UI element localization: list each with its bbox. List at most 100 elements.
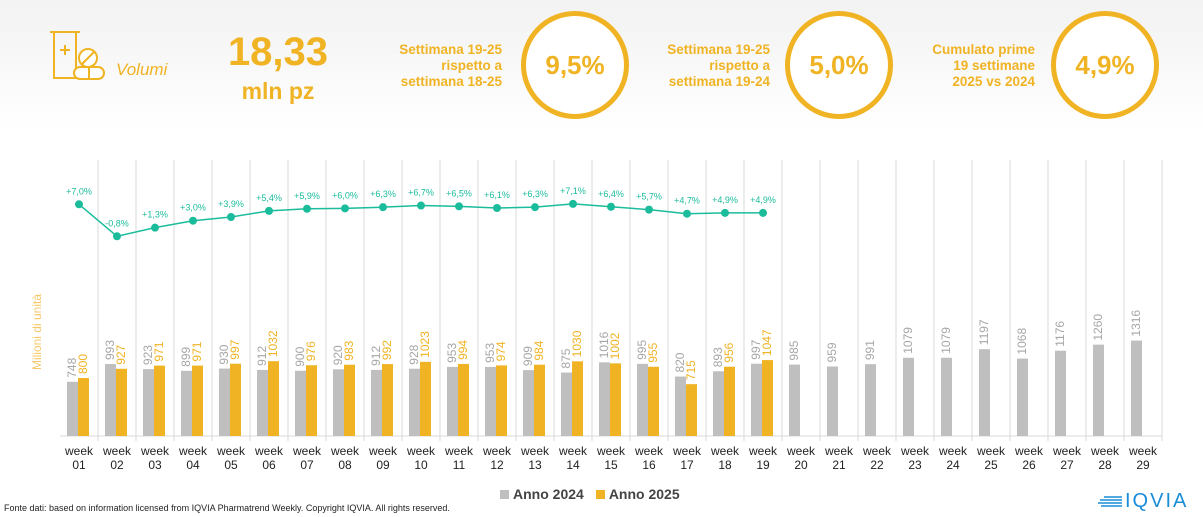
- x-tick-label: 15: [604, 458, 618, 472]
- x-tick-label: week: [406, 444, 436, 458]
- comparison-line: Settimana 19-25: [667, 42, 770, 57]
- bar-value-label: 992: [380, 340, 394, 360]
- growth-point: [645, 205, 653, 214]
- growth-label: +4,9%: [750, 195, 776, 205]
- bar-value-label: 923: [141, 345, 155, 365]
- x-tick-label: week: [1090, 444, 1120, 458]
- comparison-line: settimana 19-24: [668, 74, 770, 89]
- bar-value-label: 955: [646, 342, 660, 362]
- comparison-line: Cumulato prime: [932, 42, 1035, 57]
- bar-2024: [409, 368, 420, 436]
- iqvia-logo: IQVIA: [1098, 490, 1188, 513]
- comparison-line: rispetto a: [709, 58, 770, 73]
- bar-2025: [534, 364, 545, 436]
- legend: Anno 2024 Anno 2025: [500, 486, 680, 502]
- kpi-unit: mln pz: [241, 78, 315, 104]
- x-tick-label: 24: [946, 458, 960, 472]
- bar-2024: [143, 369, 154, 436]
- bar-value-label: 956: [722, 342, 736, 362]
- bar-2024: [447, 366, 458, 436]
- growth-point: [531, 203, 539, 212]
- bar-value-label: 928: [407, 344, 421, 364]
- bar-value-label: 899: [179, 346, 193, 366]
- bar-value-label: 993: [103, 340, 117, 360]
- x-tick-label: week: [824, 444, 854, 458]
- x-tick-label: week: [938, 444, 968, 458]
- bar-value-label: 994: [456, 340, 470, 360]
- x-tick-label: week: [140, 444, 170, 458]
- growth-point: [493, 203, 501, 212]
- bar-2024: [67, 381, 78, 436]
- bar-2025: [116, 368, 127, 436]
- bar-2025: [572, 361, 583, 436]
- comparison-line: 2025 vs 2024: [952, 74, 1035, 89]
- bar-value-label: 959: [825, 342, 839, 362]
- growth-point: [417, 201, 425, 210]
- growth-label: +6,1%: [484, 190, 510, 200]
- x-tick-label: 14: [566, 458, 580, 472]
- x-tick-label: 08: [338, 458, 352, 472]
- bar-value-label: 715: [684, 360, 698, 380]
- x-tick-label: week: [786, 444, 816, 458]
- bar-2024: [675, 376, 686, 436]
- growth-point: [341, 204, 349, 213]
- x-tick-label: week: [634, 444, 664, 458]
- x-tick-label: week: [102, 444, 132, 458]
- bar-2025: [610, 363, 621, 436]
- bar-value-label: 1023: [418, 331, 432, 358]
- x-tick-label: 01: [72, 458, 86, 472]
- bar-value-label: 971: [190, 341, 204, 361]
- bar-value-label: 1068: [1015, 328, 1029, 355]
- growth-label: +5,7%: [636, 192, 662, 202]
- growth-label: +4,9%: [712, 195, 738, 205]
- kpi-label: Volumi: [116, 60, 168, 79]
- growth-point: [683, 209, 691, 218]
- bar-2025: [306, 365, 317, 436]
- x-tick-label: 10: [414, 458, 428, 472]
- x-tick-label: 17: [680, 458, 694, 472]
- bar-value-label: 974: [494, 341, 508, 361]
- bar-2024: [751, 363, 762, 436]
- bar-value-label: 1316: [1129, 310, 1143, 337]
- growth-point: [455, 202, 463, 211]
- logo-text: IQVIA: [1125, 490, 1189, 512]
- x-tick-label: 13: [528, 458, 542, 472]
- growth-label: +6,7%: [408, 188, 434, 198]
- growth-label: +6,4%: [598, 189, 624, 199]
- bar-value-label: 1032: [266, 330, 280, 357]
- bar-2025: [458, 363, 469, 436]
- legend-label: Anno 2024: [513, 486, 584, 502]
- bar-value-label: 997: [749, 339, 763, 359]
- legend-label: Anno 2025: [608, 486, 680, 502]
- growth-point: [721, 208, 729, 217]
- x-tick-label: 19: [756, 458, 770, 472]
- bar-value-label: 997: [228, 339, 242, 359]
- kpi-value: 18,33: [227, 30, 329, 74]
- x-tick-label: week: [482, 444, 512, 458]
- x-tick-label: 06: [262, 458, 276, 472]
- bar-value-label: 971: [152, 341, 166, 361]
- x-tick-label: week: [444, 444, 474, 458]
- bar-2024: [827, 366, 838, 436]
- bar-value-label: 953: [483, 343, 497, 363]
- x-tick-label: 11: [453, 458, 466, 472]
- bar-value-label: 920: [331, 345, 345, 365]
- x-tick-label: 04: [186, 458, 200, 472]
- growth-label: +6,3%: [370, 189, 396, 199]
- growth-label: +3,9%: [218, 199, 244, 209]
- growth-point: [227, 213, 235, 222]
- growth-point: [265, 206, 273, 215]
- bar-value-label: 983: [342, 340, 356, 360]
- x-tick-label: 02: [110, 458, 124, 472]
- comparison-circle-1: 9,5%: [521, 11, 629, 119]
- medicine-icon: [50, 31, 105, 80]
- x-tick-label: 26: [1022, 458, 1036, 472]
- x-tick-label: week: [330, 444, 360, 458]
- bar-2025: [762, 360, 773, 436]
- growth-point: [303, 204, 311, 213]
- bar-2025: [154, 365, 165, 436]
- x-tick-label: 09: [376, 458, 390, 472]
- bar-2024: [485, 366, 496, 436]
- comparison-line: Settimana 19-25: [399, 42, 502, 57]
- x-tick-label: week: [1128, 444, 1158, 458]
